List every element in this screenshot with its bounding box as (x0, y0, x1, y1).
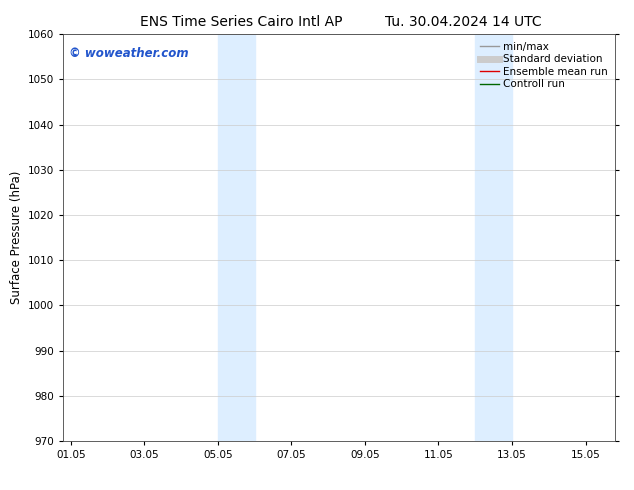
Legend: min/max, Standard deviation, Ensemble mean run, Controll run: min/max, Standard deviation, Ensemble me… (476, 37, 612, 94)
Bar (218, 34, 255, 441)
Y-axis label: Surface Pressure (hPa): Surface Pressure (hPa) (10, 171, 23, 304)
Text: Tu. 30.04.2024 14 UTC: Tu. 30.04.2024 14 UTC (384, 15, 541, 29)
Text: © woweather.com: © woweather.com (69, 47, 188, 59)
Text: ENS Time Series Cairo Intl AP: ENS Time Series Cairo Intl AP (139, 15, 342, 29)
Bar (476, 34, 512, 441)
